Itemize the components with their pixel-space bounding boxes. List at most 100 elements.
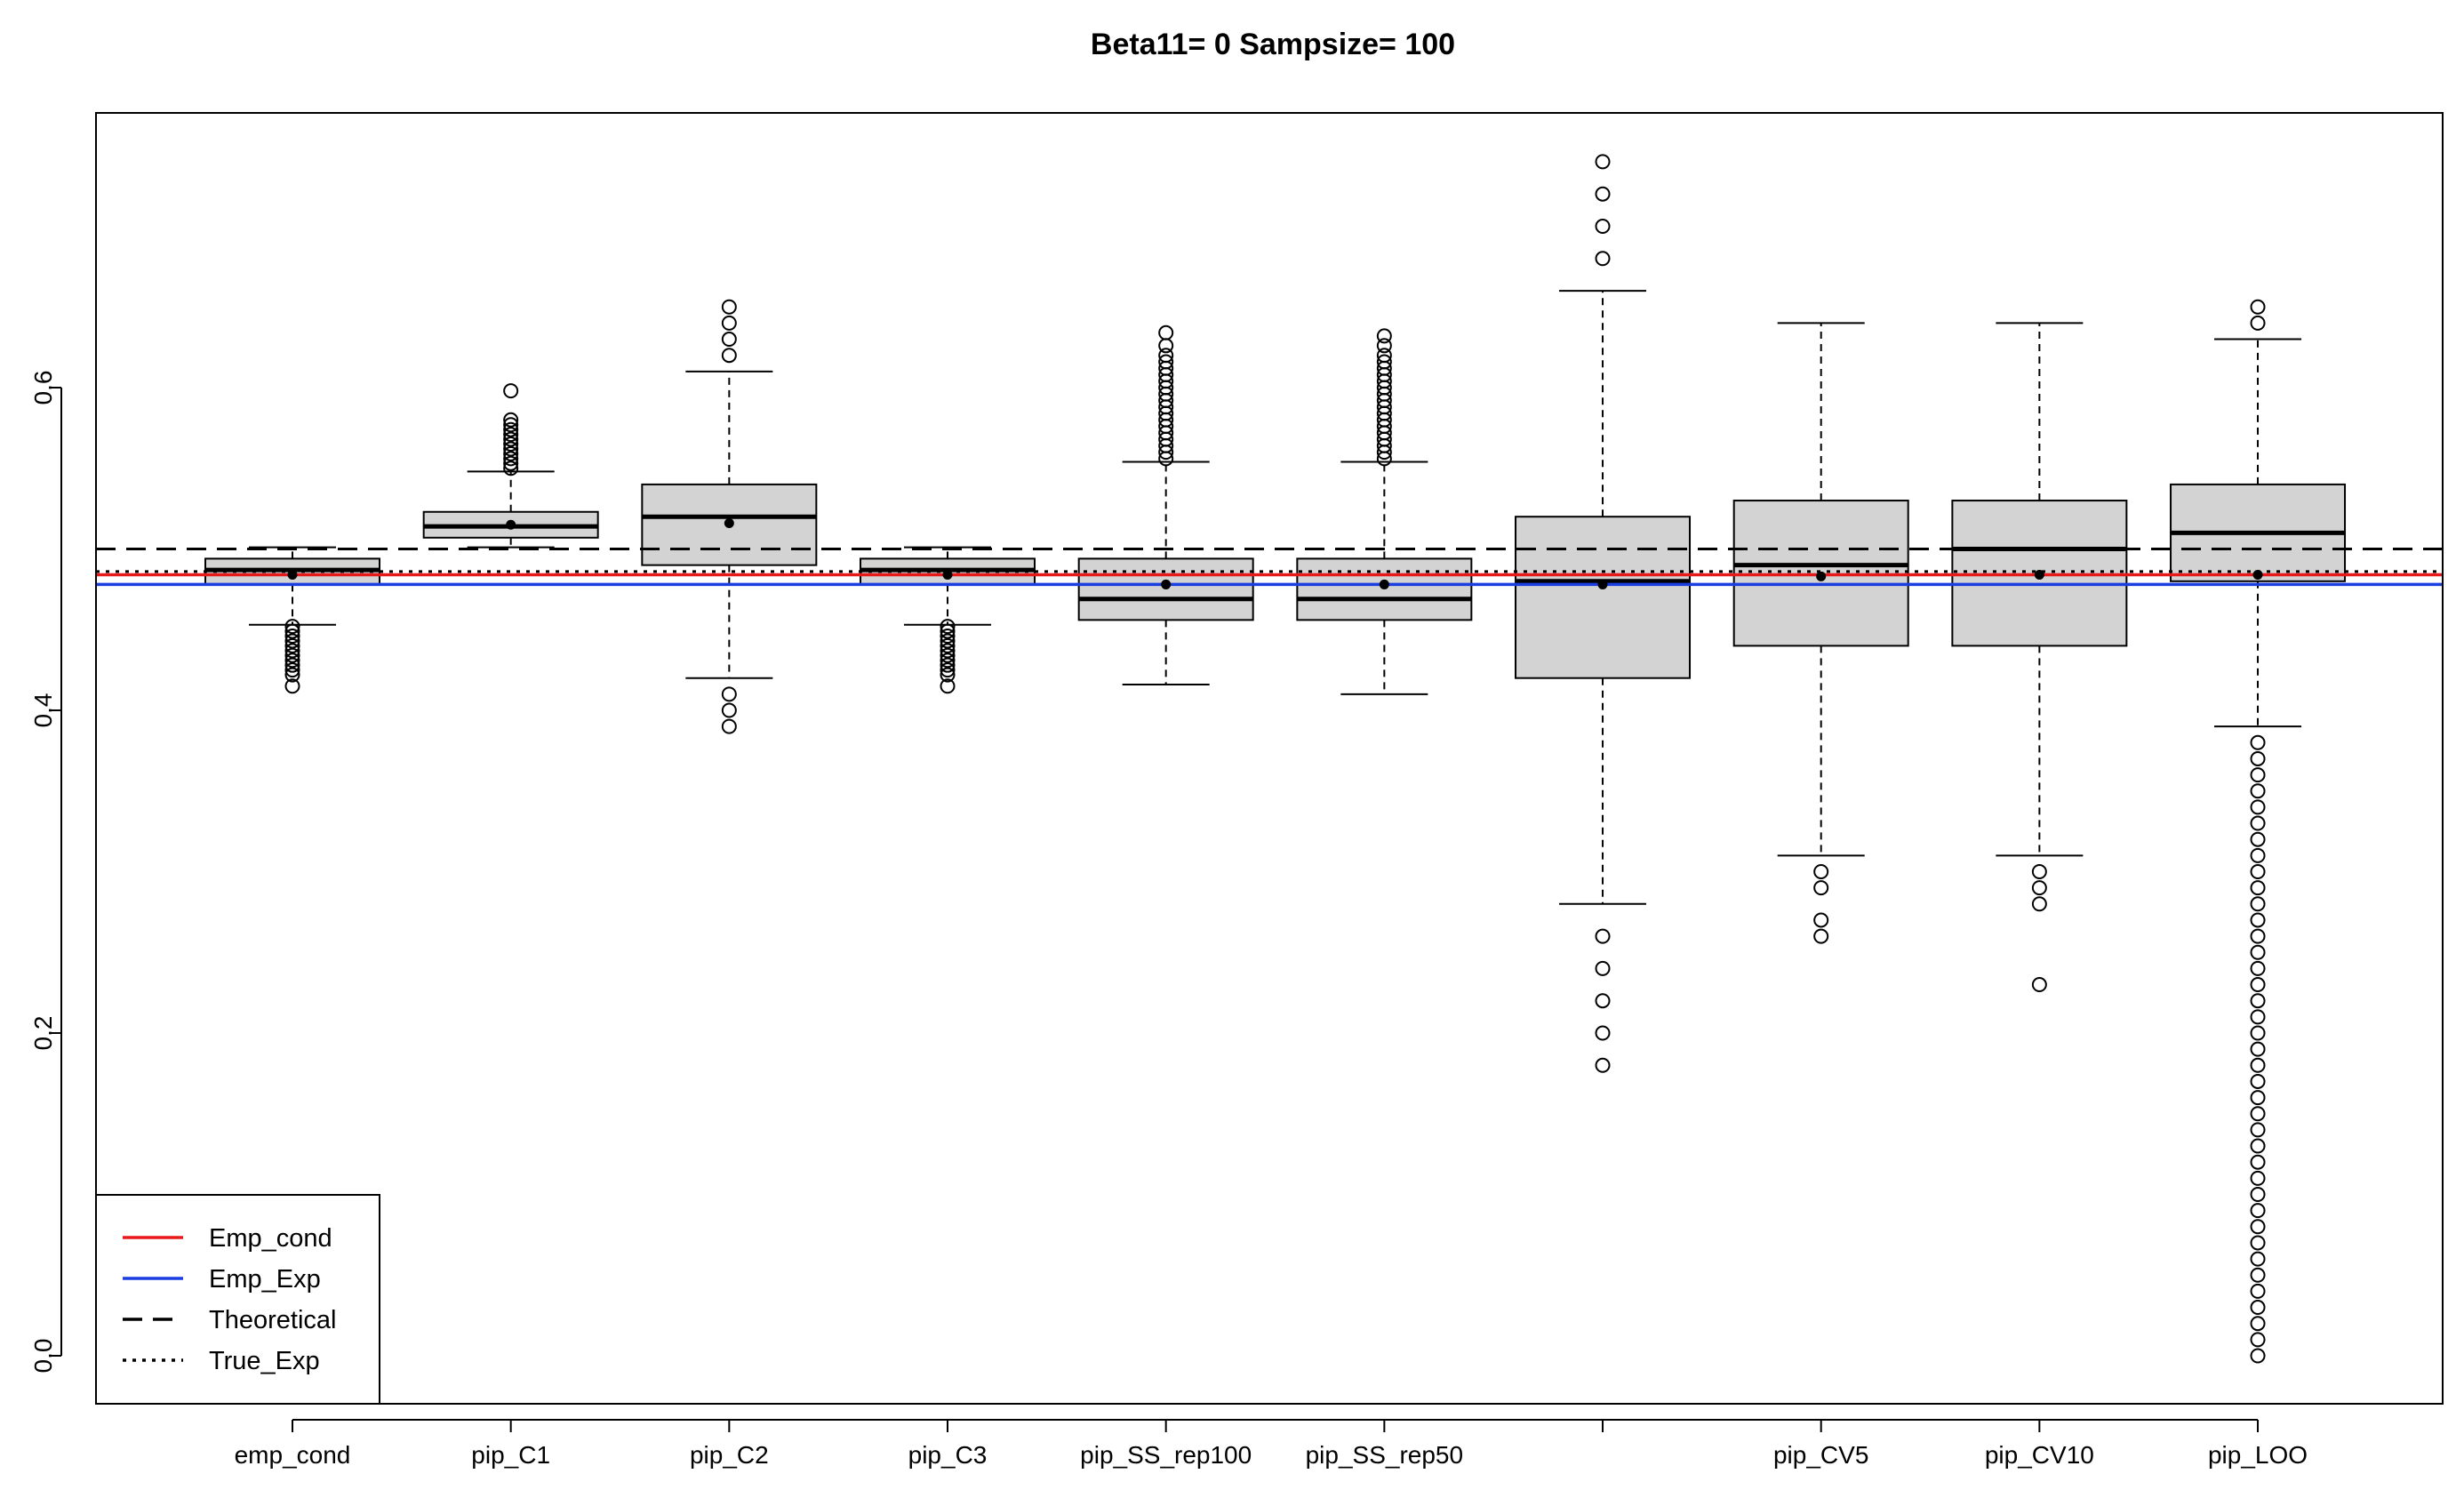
box-pip_LOO xyxy=(2170,299,2347,1364)
mean-point xyxy=(942,570,953,581)
plot-frame xyxy=(95,112,2444,1405)
x-tick-label: pip_SS_rep50 xyxy=(1306,1441,1463,1469)
outlier-point xyxy=(721,299,737,315)
outlier-point xyxy=(2250,896,2266,912)
outlier-point xyxy=(284,678,300,694)
x-tick-label: emp_cond xyxy=(235,1441,351,1469)
outlier-point xyxy=(1595,1057,1611,1073)
outlier-point xyxy=(1595,154,1611,170)
outlier-point xyxy=(503,451,519,467)
outlier-point xyxy=(1158,324,1174,340)
outlier-point xyxy=(2250,750,2266,766)
outlier-point xyxy=(503,417,519,433)
mean-point xyxy=(506,519,516,530)
mean-point xyxy=(2034,570,2044,581)
outlier-point xyxy=(721,332,737,348)
outlier-point xyxy=(2250,1187,2266,1202)
legend: Emp_cond Emp_Exp Theoretical True_Exp xyxy=(95,1194,380,1405)
outlier-point xyxy=(2250,1170,2266,1186)
outlier-point xyxy=(2250,1283,2266,1299)
outlier-point xyxy=(1595,928,1611,944)
plot-area: 0.0 0.2 0.4 0.6 emp_cond pip_C1 pip_C2 pip_C3 pi… xyxy=(29,154,2443,1469)
legend-label: Theoretical xyxy=(209,1306,336,1334)
outlier-point xyxy=(2250,1073,2266,1089)
x-tick-label: pip_C2 xyxy=(690,1441,769,1469)
mean-point xyxy=(1379,579,1389,589)
box-pip_SS_rep100 xyxy=(1077,324,1254,685)
outlier-point xyxy=(940,629,956,645)
outlier-point xyxy=(1595,960,1611,976)
outlier-point xyxy=(2250,847,2266,863)
outlier-point xyxy=(1595,251,1611,267)
outlier-point xyxy=(503,461,519,477)
chart-title: Beta11= 0 Sampsize= 100 xyxy=(1091,28,1455,61)
y-tick-label: 0.6 xyxy=(29,371,57,405)
outlier-point xyxy=(1595,219,1611,234)
outlier-point xyxy=(2250,1316,2266,1332)
x-tick-label: pip_C1 xyxy=(471,1441,550,1469)
box-pip_CV5 xyxy=(1732,322,1909,944)
outlier-point xyxy=(940,667,956,683)
outlier-point xyxy=(284,657,300,673)
outlier-point xyxy=(2031,896,2047,912)
outlier-point xyxy=(1595,1025,1611,1041)
outlier-point xyxy=(2250,315,2266,331)
y-tick-label: 0.4 xyxy=(29,693,57,728)
outlier-point xyxy=(1595,186,1611,202)
outlier-point xyxy=(2250,299,2266,315)
outlier-point xyxy=(2250,1057,2266,1073)
outlier-point xyxy=(940,653,956,669)
outlier-point xyxy=(2250,1332,2266,1348)
x-tick-label: pip_CV10 xyxy=(1985,1441,2094,1469)
legend-box xyxy=(95,1194,380,1405)
outlier-point xyxy=(503,431,519,447)
outlier-point xyxy=(940,619,956,635)
outlier-point xyxy=(940,657,956,673)
outlier-point xyxy=(2250,928,2266,944)
outlier-point xyxy=(503,437,519,453)
outlier-point xyxy=(2250,1041,2266,1057)
outlier-point xyxy=(2250,783,2266,799)
outlier-point xyxy=(1158,338,1174,354)
legend-label: Emp_cond xyxy=(209,1224,332,1253)
outlier-point xyxy=(2031,977,2047,993)
box-pip_SS_rep50 xyxy=(1296,328,1473,695)
outlier-point xyxy=(284,653,300,669)
outlier-point xyxy=(1595,993,1611,1009)
outlier-point xyxy=(2250,1251,2266,1267)
outlier-point xyxy=(2250,1106,2266,1122)
box-iqr xyxy=(1515,516,1692,679)
outlier-point xyxy=(2250,734,2266,750)
outlier-point xyxy=(2250,960,2266,976)
outlier-point xyxy=(2250,1154,2266,1170)
outlier-point xyxy=(284,619,300,635)
mean-point xyxy=(2252,570,2263,581)
outlier-point xyxy=(2250,912,2266,928)
box-emp_cond xyxy=(204,546,380,694)
mean-point xyxy=(724,517,734,528)
x-tick-label: pip_CV5 xyxy=(1773,1441,1868,1469)
x-tick-label: pip_SS_rep100 xyxy=(1080,1441,1252,1469)
outlier-point xyxy=(1376,328,1392,344)
x-tick-label: pip_C3 xyxy=(908,1441,988,1469)
outlier-point xyxy=(721,686,737,702)
legend-label: Emp_Exp xyxy=(209,1265,321,1294)
outlier-point xyxy=(1813,864,1829,879)
outlier-point xyxy=(940,678,956,694)
outlier-point xyxy=(503,455,519,471)
outlier-point xyxy=(2031,880,2047,896)
box-unnamed xyxy=(1515,154,1692,1073)
mean-point xyxy=(1597,579,1608,589)
outlier-point xyxy=(940,643,956,659)
outlier-point xyxy=(2250,1300,2266,1316)
y-tick-label: 0.0 xyxy=(29,1339,57,1374)
legend-label: True_Exp xyxy=(209,1347,320,1375)
outlier-point xyxy=(2250,1025,2266,1041)
outlier-point xyxy=(503,441,519,457)
outlier-point xyxy=(940,662,956,678)
outlier-point xyxy=(721,315,737,331)
outlier-point xyxy=(1813,928,1829,944)
outlier-point xyxy=(284,637,300,653)
outlier-point xyxy=(1376,338,1392,354)
